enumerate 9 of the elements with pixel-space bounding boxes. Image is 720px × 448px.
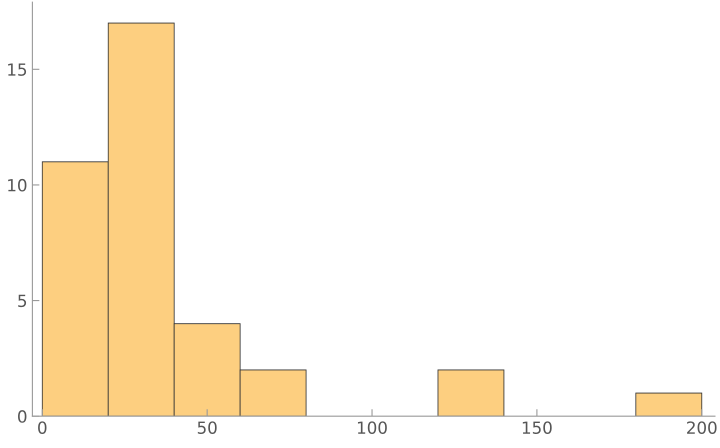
y-tick-label: 15	[8, 63, 26, 76]
x-tick-label: 50	[198, 421, 217, 434]
x-tick-label: 100	[358, 421, 387, 434]
y-tick-label: 5	[18, 294, 26, 308]
y-tick-label: 10	[8, 178, 26, 192]
y-tick-label: 0	[18, 410, 26, 423]
x-tick-label: 0	[38, 421, 46, 434]
x-tick-label: 150	[522, 421, 552, 434]
x-tick-label: 200	[687, 421, 717, 434]
